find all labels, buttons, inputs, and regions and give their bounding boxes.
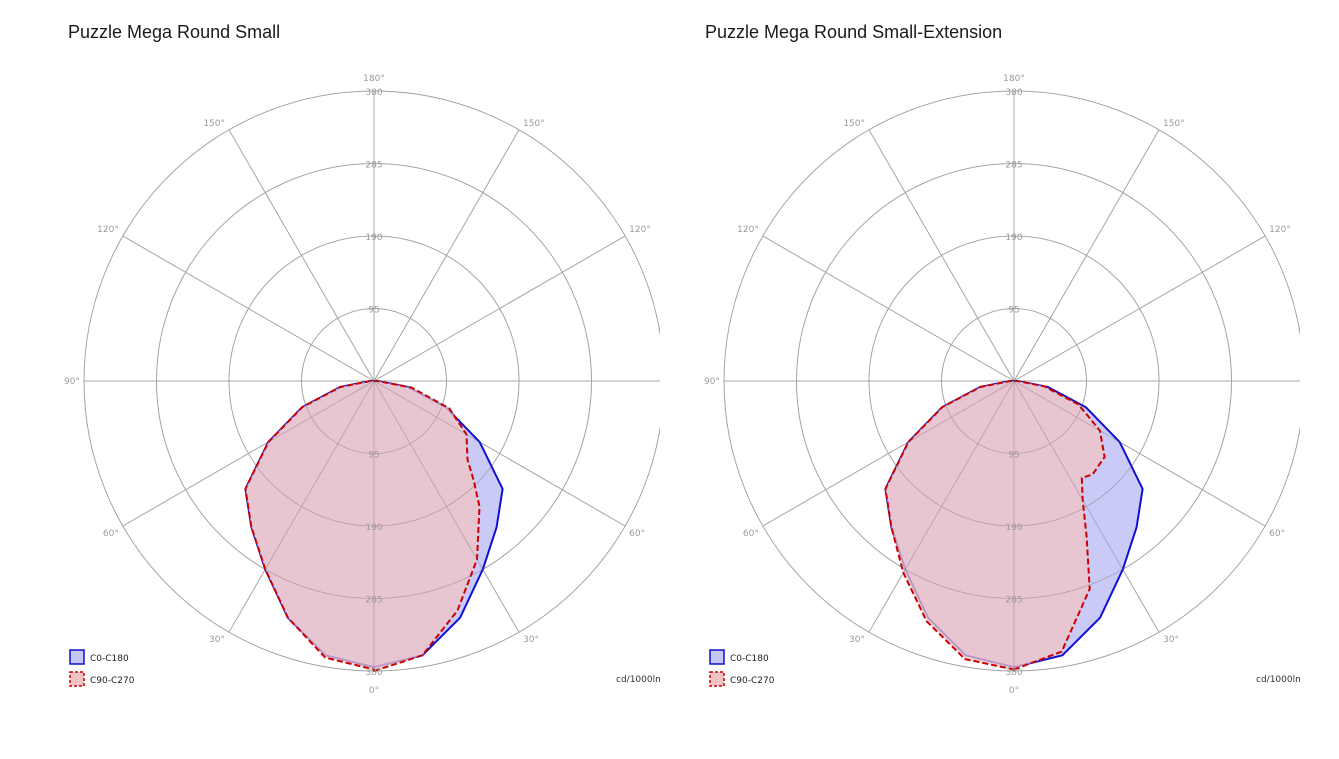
angle-label: 150° bbox=[203, 119, 225, 129]
legend-label: C90-C270 bbox=[90, 676, 135, 686]
grid-spoke-overlay bbox=[762, 380, 1015, 527]
angle-label: 30° bbox=[849, 635, 865, 645]
radial-tick-label: 190 bbox=[1005, 233, 1022, 243]
polar-grid-overlay bbox=[83, 90, 660, 672]
legend-label: C90-C270 bbox=[730, 676, 775, 686]
radial-tick-label: 285 bbox=[1005, 161, 1022, 171]
polar-grid-overlay bbox=[723, 90, 1300, 672]
angle-label: 120° bbox=[1269, 225, 1291, 235]
grid-spoke-overlay bbox=[122, 235, 375, 382]
grid-circle-overlay bbox=[228, 235, 520, 527]
angle-label: 0° bbox=[369, 686, 379, 696]
grid-spoke-overlay bbox=[373, 129, 520, 382]
chart-title: Puzzle Mega Round Small-Extension bbox=[705, 22, 1003, 42]
grid-spoke-overlay bbox=[228, 380, 375, 633]
legend-label: C0-C180 bbox=[90, 654, 129, 664]
grid-spoke-overlay bbox=[1013, 380, 1266, 527]
polar-chart-right: 95951901902852853803800°30°30°60°60°90°9… bbox=[704, 74, 1300, 696]
angle-label: 150° bbox=[843, 119, 865, 129]
legend-swatch bbox=[69, 671, 85, 687]
grid-spoke-overlay bbox=[373, 380, 520, 633]
unit-label: cd/1000lm bbox=[616, 675, 660, 685]
angle-label: 60° bbox=[1269, 529, 1285, 539]
angle-label: 150° bbox=[1163, 119, 1185, 129]
radial-tick-label: 95 bbox=[368, 306, 379, 316]
chart-panel-right: Puzzle Mega Round Small-Extension 95 95 19… bbox=[640, 0, 1300, 720]
grid-spoke-overlay bbox=[868, 380, 1015, 633]
legend-swatch bbox=[709, 649, 725, 665]
grid-spoke-overlay bbox=[373, 235, 626, 382]
angle-label: 60° bbox=[629, 529, 645, 539]
angle-label: 60° bbox=[743, 529, 759, 539]
angle-label: 180° bbox=[1003, 74, 1025, 84]
legend-label: C0-C180 bbox=[730, 654, 769, 664]
grid-circle-overlay bbox=[301, 308, 447, 454]
series-c90-c270 bbox=[884, 380, 1106, 671]
angle-label: 120° bbox=[97, 225, 119, 235]
grid-spoke-overlay bbox=[122, 380, 375, 527]
radial-tick-label: 95 bbox=[1008, 451, 1019, 461]
angle-label: 90° bbox=[64, 377, 80, 387]
angle-label: 180° bbox=[363, 74, 385, 84]
angle-label: 90° bbox=[704, 377, 720, 387]
radial-tick-label: 380 bbox=[1005, 668, 1022, 678]
legend-swatch bbox=[69, 649, 85, 665]
grid-circle-overlay bbox=[723, 90, 1300, 672]
radial-tick-label: 190 bbox=[365, 233, 382, 243]
angle-label: 30° bbox=[1163, 635, 1179, 645]
radial-tick-label: 285 bbox=[1005, 596, 1022, 606]
grid-spoke-overlay bbox=[1013, 129, 1160, 382]
grid-spoke-overlay bbox=[762, 235, 1015, 382]
chart-title: Puzzle Mega Round Small bbox=[68, 22, 281, 42]
angle-label: 60° bbox=[103, 529, 119, 539]
radial-tick-label: 95 bbox=[1008, 306, 1019, 316]
angle-label: 30° bbox=[209, 635, 225, 645]
radial-tick-label: 95 bbox=[368, 451, 379, 461]
angle-label: 120° bbox=[737, 225, 759, 235]
grid-circle-overlay bbox=[156, 163, 592, 599]
chart-panel-left: Puzzle Mega Round Small 95 95 190 190 285 285… bbox=[0, 0, 660, 720]
radial-tick-label: 380 bbox=[365, 668, 382, 678]
unit-label: cd/1000lm bbox=[1256, 675, 1300, 685]
radial-tick-label: 380 bbox=[365, 88, 382, 98]
polar-chart-left: 95951901902852853803800°30°30°60°60°90°9… bbox=[64, 74, 660, 696]
polar-grid bbox=[723, 90, 1300, 672]
grid-spoke-overlay bbox=[373, 380, 626, 527]
grid-circle-overlay bbox=[83, 90, 660, 672]
grid-circle bbox=[723, 90, 1300, 672]
legend-swatch bbox=[709, 671, 725, 687]
radial-tick-label: 285 bbox=[365, 161, 382, 171]
series-c90-c270 bbox=[244, 380, 481, 672]
grid-spoke-overlay bbox=[228, 129, 375, 382]
radial-tick-label: 190 bbox=[365, 523, 382, 533]
grid-spoke-overlay bbox=[1013, 235, 1266, 382]
radial-tick-label: 285 bbox=[365, 596, 382, 606]
radial-tick-label: 380 bbox=[1005, 88, 1022, 98]
grid-circle-overlay bbox=[868, 235, 1160, 527]
grid-circle-overlay bbox=[796, 163, 1232, 599]
angle-label: 120° bbox=[629, 225, 651, 235]
angle-label: 150° bbox=[523, 119, 545, 129]
radial-tick-label: 190 bbox=[1005, 523, 1022, 533]
angle-label: 30° bbox=[523, 635, 539, 645]
grid-spoke-overlay bbox=[868, 129, 1015, 382]
grid-spoke-overlay bbox=[1013, 380, 1160, 633]
angle-label: 0° bbox=[1009, 686, 1019, 696]
grid-circle-overlay bbox=[941, 308, 1087, 454]
